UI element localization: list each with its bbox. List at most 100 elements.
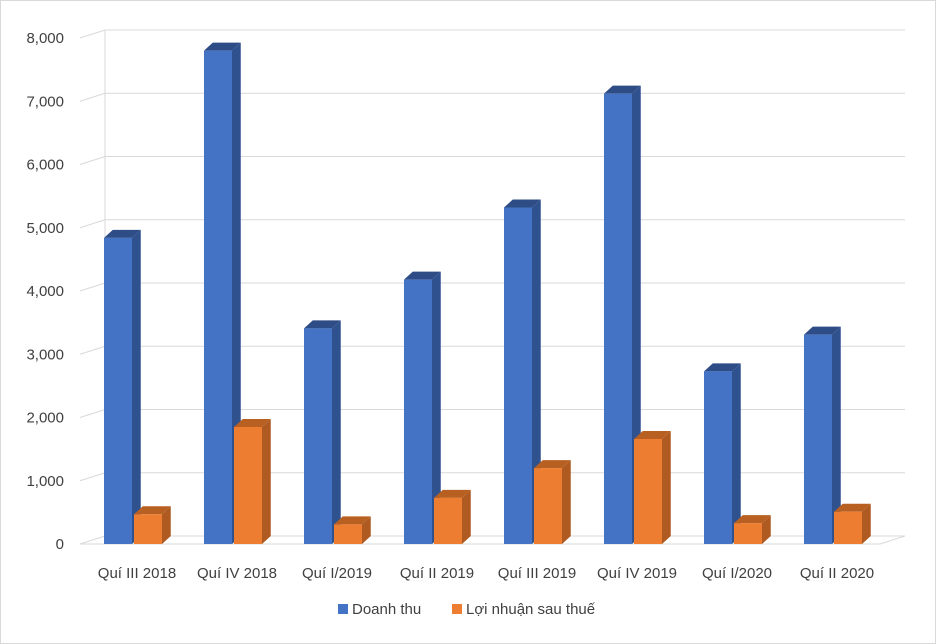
bar-revenue — [204, 42, 241, 545]
x-tick-label: Quí II 2019 — [400, 565, 474, 582]
x-tick-label: Quí I/2020 — [702, 565, 772, 582]
x-axis-ticks: Quí III 2018 Quí IV 2018 Quí I/2019 Quí II … — [98, 565, 874, 582]
bar-front — [334, 524, 362, 544]
bar-front — [134, 514, 162, 544]
bar-profit — [434, 489, 471, 544]
bar-top — [634, 431, 671, 440]
bar-side — [332, 320, 341, 544]
bar-top — [304, 320, 341, 329]
bar-side — [362, 516, 371, 544]
y-tick-label: 5,000 — [26, 220, 64, 237]
bar-side — [532, 199, 541, 544]
bar-revenue — [704, 363, 741, 544]
bar-top — [804, 326, 841, 335]
bar-front — [104, 237, 132, 544]
bar-revenue — [804, 326, 841, 544]
legend-label: Doanh thu — [352, 601, 421, 618]
bar-profit — [634, 431, 671, 544]
gridline-side — [79, 219, 106, 229]
x-tick-label: Quí IV 2019 — [597, 565, 677, 582]
y-axis-ticks: 0 1,000 2,000 3,000 4,000 5,000 6,000 7,000 8,00… — [26, 30, 64, 553]
floor-right-edge — [879, 535, 906, 545]
bar-front — [404, 279, 432, 544]
bar-front — [604, 93, 632, 544]
gridline-side — [79, 29, 106, 39]
bar-side — [832, 326, 841, 544]
bar-revenue — [404, 271, 441, 544]
bar-top — [334, 516, 371, 525]
bar-front — [704, 371, 732, 544]
y-tick-label: 3,000 — [26, 346, 64, 363]
bar-profit — [834, 503, 871, 544]
legend-swatch — [338, 604, 348, 614]
legend-swatch — [452, 604, 462, 614]
bar-side — [632, 85, 641, 544]
bar-revenue — [504, 199, 541, 544]
x-tick-label: Quí I/2019 — [302, 565, 372, 582]
bar-revenue — [104, 229, 141, 544]
gridline-side — [79, 472, 106, 482]
gridline-side — [79, 156, 106, 165]
bar-front — [204, 50, 232, 545]
y-tick-label: 1,000 — [26, 473, 64, 490]
gridline-side — [79, 282, 106, 292]
y-tick-label: 8,000 — [26, 30, 64, 47]
bar-top — [704, 363, 741, 372]
y-tick-label: 2,000 — [26, 410, 64, 427]
x-tick-label: Quí III 2018 — [98, 565, 176, 582]
bar-side — [662, 431, 671, 544]
bar-top — [104, 229, 141, 238]
bar-top — [504, 199, 541, 208]
bar-profit — [334, 516, 371, 544]
gridline-side — [79, 535, 106, 545]
x-tick-label: Quí II 2020 — [800, 565, 874, 582]
gridlines — [79, 29, 906, 545]
bar-side — [732, 363, 741, 544]
bar-side — [132, 229, 141, 544]
bar-front — [304, 328, 332, 544]
bar-side — [462, 489, 471, 544]
bar-side — [862, 503, 871, 544]
legend-item: Lợi nhuận sau thuế — [452, 601, 596, 618]
y-tick-label: 6,000 — [26, 157, 64, 174]
bar-profit — [134, 506, 171, 544]
bar-top — [134, 506, 171, 515]
gridline-side — [79, 92, 106, 102]
legend: Doanh thu Lợi nhuận sau thuế — [338, 601, 596, 618]
bar-front — [234, 426, 262, 544]
x-tick-label: Quí IV 2018 — [197, 565, 277, 582]
bar-side — [762, 515, 771, 544]
bar-profit — [534, 460, 571, 544]
bar-top — [604, 85, 641, 94]
bar-side — [232, 42, 241, 545]
bar-side — [432, 271, 441, 544]
y-tick-label: 7,000 — [26, 93, 64, 110]
bar-profit — [234, 418, 271, 544]
bar-side — [562, 460, 571, 544]
bar-top — [834, 503, 871, 512]
bar-front — [434, 497, 462, 544]
bar-top — [234, 418, 271, 427]
y-tick-label: 4,000 — [26, 283, 64, 300]
bars — [104, 42, 871, 545]
bar-front — [804, 334, 832, 544]
bar-top — [734, 515, 771, 524]
bar-front — [734, 523, 762, 544]
legend-item: Doanh thu — [338, 601, 421, 618]
gridline-side — [79, 409, 106, 418]
bar-top — [404, 271, 441, 280]
bar-side — [262, 418, 271, 544]
gridline-side — [79, 345, 106, 355]
bar-top — [534, 460, 571, 469]
bar-revenue — [604, 85, 641, 544]
x-tick-label: Quí III 2019 — [498, 565, 576, 582]
bar-side — [162, 506, 171, 544]
bar-front — [504, 207, 532, 544]
y-tick-label: 0 — [56, 536, 64, 553]
bar-front — [534, 468, 562, 544]
bar-revenue — [304, 320, 341, 544]
bar-front — [634, 439, 662, 544]
legend-label: Lợi nhuận sau thuế — [466, 601, 596, 618]
bar-profit — [734, 515, 771, 544]
